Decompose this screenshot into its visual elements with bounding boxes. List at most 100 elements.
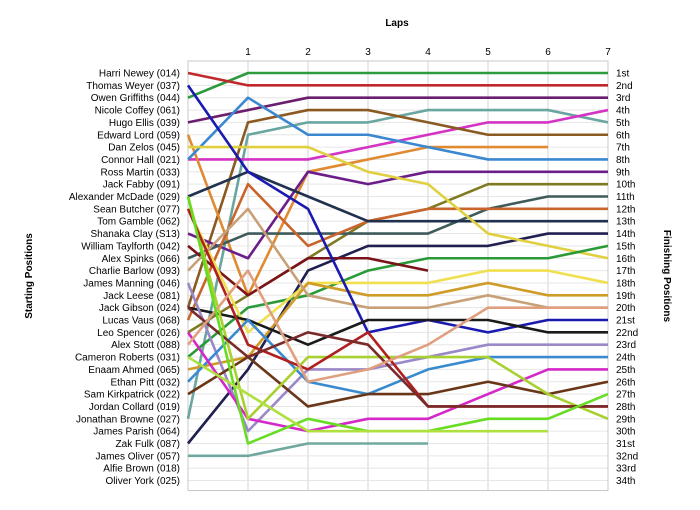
starting-position-label: Lucas Vaus (068) xyxy=(102,316,180,327)
series-line xyxy=(186,269,608,384)
finishing-position-label: 15th xyxy=(616,241,635,252)
series-line xyxy=(187,355,609,408)
starting-position-label: Jonathan Browne (027) xyxy=(76,414,180,425)
starting-position-label: Owen Griffiths (044) xyxy=(91,93,180,104)
finishing-position-label: 22nd xyxy=(616,328,638,339)
starting-position-label: William Taylforth (042) xyxy=(81,241,180,252)
starting-position-label: Sam Kirkpatrick (022) xyxy=(84,390,180,401)
finishing-position-label: 10th xyxy=(616,180,635,191)
starting-position-label: Jordan Collard (019) xyxy=(89,402,180,413)
finishing-position-label: 1st xyxy=(616,69,630,80)
finishing-position-label: 6th xyxy=(616,130,630,141)
starting-position-label: Alexander McDade (029) xyxy=(69,192,180,203)
starting-position-label: Shanaka Clay (S13) xyxy=(91,229,181,240)
x-tick-label: 5 xyxy=(485,47,491,58)
starting-position-label: Ethan Pitt (032) xyxy=(111,377,180,388)
finishing-position-label: 20th xyxy=(616,303,635,314)
x-tick-label: 2 xyxy=(305,47,311,58)
finishing-position-label: 13th xyxy=(616,217,635,228)
starting-position-label: James Manning (046) xyxy=(83,278,180,289)
starting-position-label: Jack Leese (081) xyxy=(103,291,180,302)
finishing-position-label: 26th xyxy=(616,377,635,388)
series-line xyxy=(187,306,608,346)
starting-position-label: Leo Spencer (026) xyxy=(97,328,180,339)
series-line xyxy=(187,355,548,433)
x-axis-title: Laps xyxy=(385,18,409,29)
finishing-position-label: 28th xyxy=(616,402,635,413)
x-tick-label: 4 xyxy=(425,47,431,58)
series-line xyxy=(187,306,608,408)
finishing-position-label: 19th xyxy=(616,291,635,302)
starting-position-label: Edward Lord (059) xyxy=(97,130,180,141)
starting-position-label: Tom Gamble (062) xyxy=(97,217,180,228)
finishing-position-label: 29th xyxy=(616,414,635,425)
finishing-position-label: 32nd xyxy=(616,451,638,462)
finishing-position-label: 27th xyxy=(616,390,635,401)
starting-position-label: Alfie Brown (018) xyxy=(103,464,180,475)
x-tick-labels: 1 2 3 4 5 6 7 xyxy=(245,47,611,58)
starting-position-label: Hugo Ellis (039) xyxy=(109,118,180,129)
series-line xyxy=(188,442,428,458)
starting-position-label: Jack Gibson (024) xyxy=(99,303,180,314)
series-line xyxy=(186,182,608,321)
finishing-position-label: 2nd xyxy=(616,81,633,92)
x-tick-label: 6 xyxy=(545,47,551,58)
starting-position-label: Alex Spinks (066) xyxy=(102,254,180,265)
finishing-position-label: 18th xyxy=(616,278,635,289)
series-line xyxy=(187,96,608,161)
finishing-position-label: 25th xyxy=(616,365,635,376)
finishing-position-label: 11th xyxy=(616,192,635,203)
starting-position-label: Harri Newey (014) xyxy=(99,69,180,80)
series-line xyxy=(187,318,608,396)
finishing-position-label: 8th xyxy=(616,155,630,166)
starting-position-label: Dan Zelos (045) xyxy=(108,143,180,154)
finishing-position-label: 17th xyxy=(616,266,635,277)
series-line xyxy=(187,195,608,260)
starting-position-label: Ross Martin (033) xyxy=(101,167,180,178)
plot-frame xyxy=(187,60,609,492)
finishing-position-label: 21st xyxy=(616,316,635,327)
finishing-position-label: 30th xyxy=(616,427,635,438)
x-tick-label: 1 xyxy=(245,47,251,58)
series-line xyxy=(187,71,608,87)
series-line xyxy=(187,96,608,124)
starting-position-labels: Harri Newey (014)Thomas Weyer (037)Owen … xyxy=(69,69,180,488)
starting-position-label: Sean Butcher (077) xyxy=(93,204,180,215)
starting-position-label: James Parish (064) xyxy=(93,427,180,438)
finishing-position-label: 16th xyxy=(616,254,635,265)
series-line xyxy=(187,207,608,309)
finishing-position-label: 12th xyxy=(616,204,635,215)
finishing-position-label: 23rd xyxy=(616,340,636,351)
starting-position-label: Connor Hall (021) xyxy=(101,155,180,166)
finishing-position-label: 34th xyxy=(616,476,635,487)
series-line xyxy=(186,84,608,334)
finishing-position-label: 3rd xyxy=(616,93,630,104)
x-tick-label: 7 xyxy=(605,47,611,58)
left-axis-title: Starting Positions xyxy=(24,233,35,319)
finishing-position-label: 7th xyxy=(616,143,630,154)
series-line xyxy=(186,108,608,309)
series-line xyxy=(187,244,429,297)
right-axis-title: Finishing Positions xyxy=(661,230,672,323)
starting-position-label: James Oliver (057) xyxy=(96,451,180,462)
series-line xyxy=(187,170,608,223)
starting-position-label: Thomas Weyer (037) xyxy=(86,81,180,92)
starting-position-label: Zak Fulk (087) xyxy=(116,439,180,450)
series-line xyxy=(187,71,608,99)
starting-position-label: Alex Stott (088) xyxy=(111,340,180,351)
finishing-position-label: 33rd xyxy=(616,464,636,475)
starting-position-label: Oliver York (025) xyxy=(106,476,180,487)
starting-position-label: Nicole Coffey (061) xyxy=(95,106,180,117)
finishing-position-label: 24th xyxy=(616,353,635,364)
series-line xyxy=(186,331,608,433)
series-lines xyxy=(186,71,609,458)
finishing-position-label: 9th xyxy=(616,167,630,178)
starting-position-label: Cameron Roberts (031) xyxy=(75,353,180,364)
starting-position-label: Charlie Barlow (093) xyxy=(89,266,180,277)
finishing-position-label: 5th xyxy=(616,118,630,129)
x-tick-label: 3 xyxy=(365,47,371,58)
series-line xyxy=(187,281,608,371)
finishing-position-label: 4th xyxy=(616,106,630,117)
